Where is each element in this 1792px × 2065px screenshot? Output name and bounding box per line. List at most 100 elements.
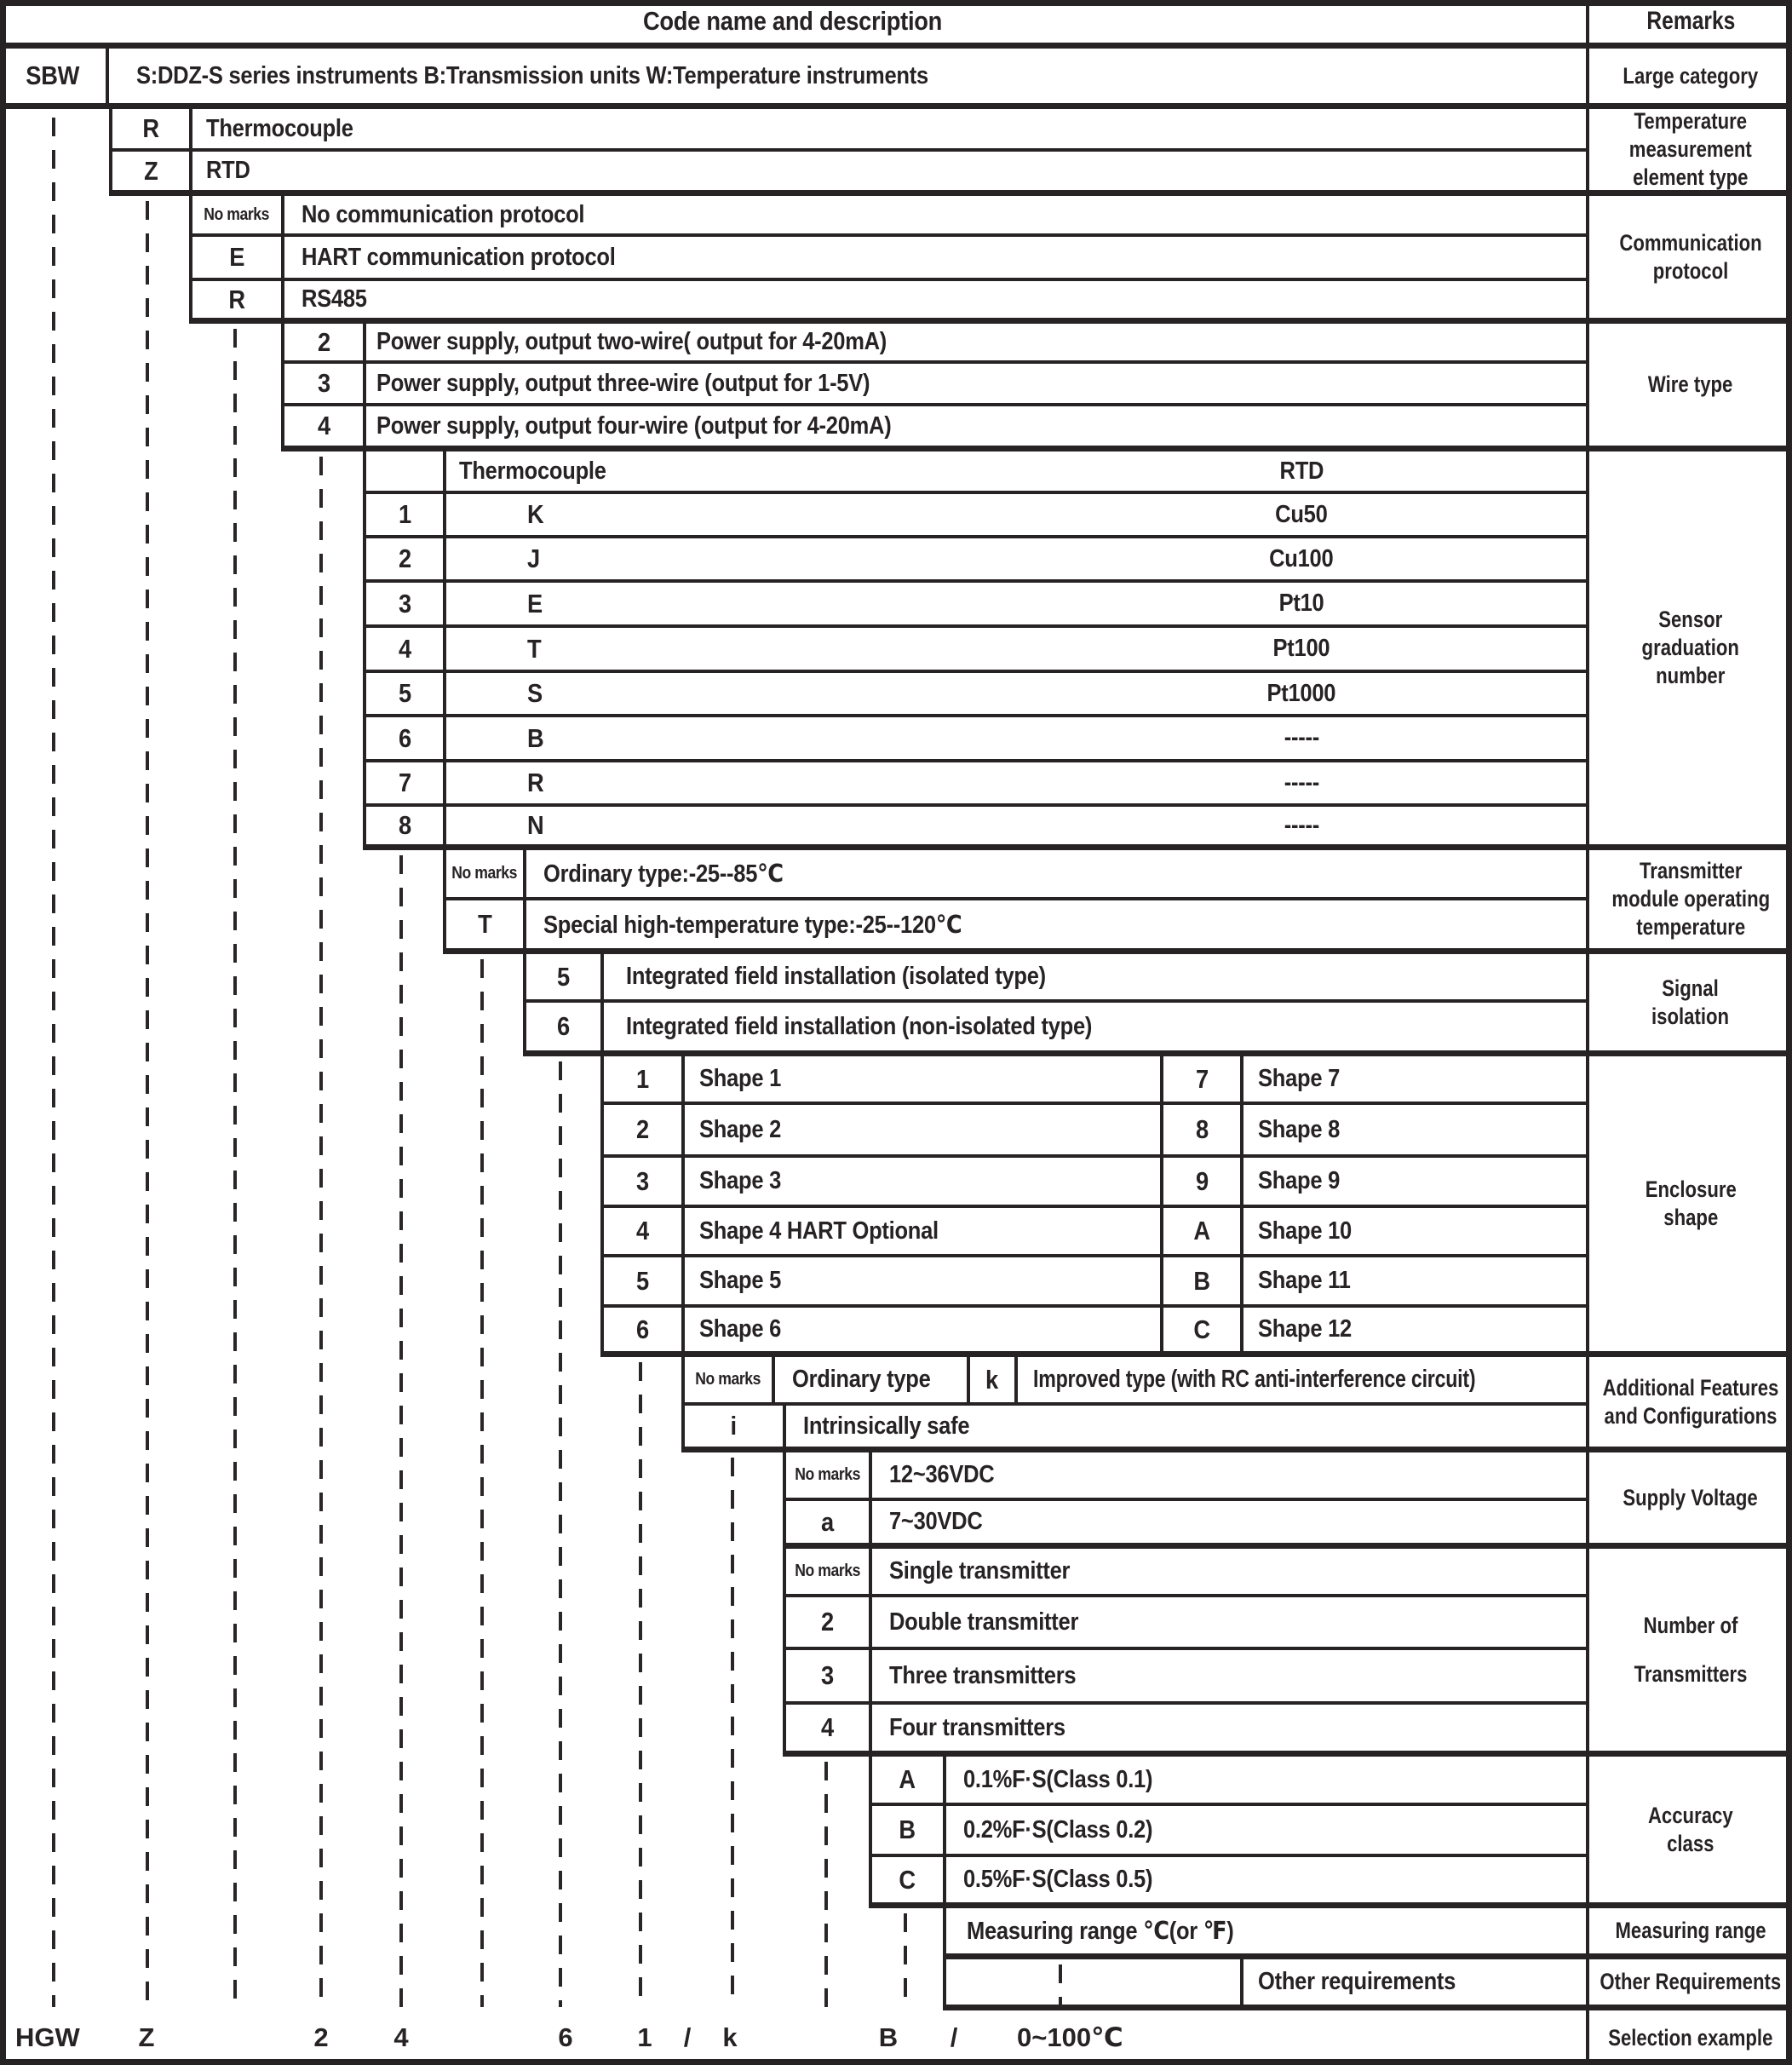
row-sensor-3: 3 E Pt10 xyxy=(363,583,1586,628)
example-value: 0~100℃ xyxy=(1017,2022,1123,2052)
row-iso-5: 5 Integrated field installation (isolate… xyxy=(523,954,1586,1003)
code-cell: 4 xyxy=(604,1208,685,1254)
code-cell: 5 xyxy=(604,1257,685,1304)
desc-cell: Three transmitters xyxy=(889,1661,1077,1689)
thermocouple-cell: E xyxy=(527,588,543,618)
guide-dashed-line xyxy=(146,201,149,2007)
remark-element-type: Temperature measurement element type xyxy=(1589,108,1792,196)
thermocouple-cell: J xyxy=(527,544,540,573)
code-cell: 3 xyxy=(284,364,366,403)
row-acc-a: A 0.1%F·S(Class 0.1) xyxy=(869,1757,1586,1806)
row-sensor-7: 7 R ----- xyxy=(363,762,1586,807)
rtd-cell: Cu100 xyxy=(1269,544,1334,572)
row-trans-4: 4 Four transmitters xyxy=(783,1705,1586,1757)
row-sensor-4: 4 T Pt100 xyxy=(363,628,1586,673)
row-shape-4-a: 4 Shape 4 HART Optional A Shape 10 xyxy=(600,1208,1586,1257)
desc-cell: 0.2%F·S(Class 0.2) xyxy=(963,1815,1153,1844)
shape-name-cell: Shape 8 xyxy=(1258,1115,1341,1143)
shape-name-cell: Shape 10 xyxy=(1258,1217,1352,1245)
code-cell: A xyxy=(872,1757,946,1803)
code-cell: No marks xyxy=(786,1549,872,1594)
row-selection-example: HGW Z 2 4 6 1 / k B / 0~100℃ xyxy=(0,2010,1586,2065)
desc-cell: 0.5%F·S(Class 0.5) xyxy=(963,1866,1153,1893)
example-value: 1 xyxy=(637,2022,652,2052)
rtd-cell: ----- xyxy=(1284,811,1319,839)
thermocouple-cell: B xyxy=(527,722,544,753)
code-cell: k xyxy=(970,1357,1018,1402)
remark-enclosure: Enclosure shape xyxy=(1589,1056,1792,1357)
code-cell: No marks xyxy=(446,850,526,897)
code-cell: C xyxy=(872,1857,946,1902)
desc-cell: 0.1%F·S(Class 0.1) xyxy=(963,1765,1153,1793)
rtd-cell: Pt1000 xyxy=(1266,679,1336,707)
code-cell: 2 xyxy=(284,324,366,360)
desc-cell: Four transmitters xyxy=(889,1713,1065,1741)
code-cell: 8 xyxy=(1163,1105,1243,1154)
code-cell: 5 xyxy=(366,673,446,714)
guide-dashed-line xyxy=(1059,1964,1062,2007)
remarks-column: Remarks Large category Temperature measu… xyxy=(1586,0,1792,2065)
row-shape-3-9: 3 Shape 3 9 Shape 9 xyxy=(600,1158,1586,1208)
row-large-category: SBW S:DDZ-S series instruments B:Transmi… xyxy=(0,49,1586,109)
shape-name-cell: Shape 6 xyxy=(685,1308,1163,1351)
code-cell: 2 xyxy=(366,538,446,579)
thermocouple-cell: N xyxy=(527,810,544,840)
remark-sensor: Sensor graduation number xyxy=(1589,452,1792,850)
example-value: 4 xyxy=(393,2022,409,2052)
code-cell: 1 xyxy=(366,494,446,535)
row-element-z: Z RTD xyxy=(109,152,1586,196)
remarks-header: Remarks xyxy=(1589,0,1792,49)
remark-communication: Communication protocol xyxy=(1589,196,1792,324)
code-cell: R xyxy=(192,281,284,318)
row-sensor-5: 5 S Pt1000 xyxy=(363,673,1586,717)
desc-cell: HART communication protocol xyxy=(302,243,616,271)
thermocouple-cell: R xyxy=(527,768,544,797)
row-sensor-header: Thermocouple RTD xyxy=(363,452,1586,494)
thermocouple-cell: S xyxy=(527,678,543,708)
example-value: Z xyxy=(138,2022,155,2052)
desc-cell: Power supply, output four-wire (output f… xyxy=(376,411,892,440)
thermocouple-header: Thermocouple xyxy=(459,457,606,485)
row-supply-a: a 7~30VDC xyxy=(783,1501,1586,1549)
code-cell: 2 xyxy=(604,1105,685,1154)
rtd-cell: ----- xyxy=(1284,768,1319,797)
remark-accuracy: Accuracy class xyxy=(1589,1757,1792,1908)
remark-isolation: Signal isolation xyxy=(1589,954,1792,1056)
desc-cell: Intrinsically safe xyxy=(803,1412,970,1440)
example-slash: / xyxy=(950,2022,958,2052)
code-cell: T xyxy=(446,900,526,948)
desc-cell: Special high-temperature type:-25--120℃ xyxy=(543,911,962,939)
row-sensor-6: 6 B ----- xyxy=(363,717,1586,762)
example-slash: / xyxy=(683,2022,692,2052)
row-features-1: No marks Ordinary type k Improved type (… xyxy=(681,1357,1586,1406)
rtd-header: RTD xyxy=(1279,457,1324,485)
code-cell: i xyxy=(685,1406,786,1447)
guide-dashed-line xyxy=(233,329,237,2007)
row-temp-t: T Special high-temperature type:-25--120… xyxy=(443,900,1586,954)
rtd-cell: Pt100 xyxy=(1272,635,1330,662)
row-iso-6: 6 Integrated field installation (non-iso… xyxy=(523,1003,1586,1056)
code-cell: E xyxy=(192,237,284,278)
remark-module-temp: Transmitter module operating temperature xyxy=(1589,850,1792,954)
row-sensor-8: 8 N ----- xyxy=(363,807,1586,850)
code-cell: SBW xyxy=(0,49,109,103)
remark-supply: Supply Voltage xyxy=(1589,1452,1792,1549)
header-row: Code name and description xyxy=(0,0,1586,49)
thermocouple-cell: T xyxy=(527,633,542,664)
row-shape-2-8: 2 Shape 2 8 Shape 8 xyxy=(600,1105,1586,1158)
guide-dashed-line xyxy=(559,1061,562,2007)
code-cell: R xyxy=(112,109,192,148)
desc-cell: 12~36VDC xyxy=(889,1461,995,1488)
shape-name-cell: Shape 4 HART Optional xyxy=(685,1208,1163,1254)
code-cell: a xyxy=(786,1501,872,1543)
code-cell: 5 xyxy=(526,954,604,999)
rtd-cell: ----- xyxy=(1284,724,1319,751)
code-cell: 3 xyxy=(786,1650,872,1701)
remark-example: Selection example xyxy=(1608,2024,1773,2051)
code-cell: 1 xyxy=(604,1056,685,1102)
row-acc-b: B 0.2%F·S(Class 0.2) xyxy=(869,1806,1586,1857)
code-cell: Z xyxy=(112,152,192,190)
row-temp-nomarks: No marks Ordinary type:-25--85℃ xyxy=(443,850,1586,900)
row-trans-2: 2 Double transmitter xyxy=(783,1597,1586,1650)
rtd-cell: Cu50 xyxy=(1275,500,1328,528)
